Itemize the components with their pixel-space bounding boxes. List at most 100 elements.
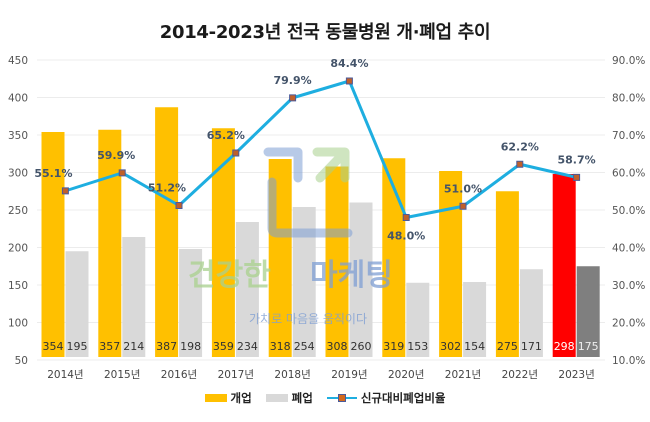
bar-open-label: 387 xyxy=(156,340,177,353)
bar-close xyxy=(519,269,543,357)
x-tick-label: 2023년 xyxy=(558,369,594,381)
bar-close xyxy=(179,249,203,357)
x-tick-label: 2020년 xyxy=(388,369,424,381)
legend: 개업 폐업 신규대비폐업비율 xyxy=(0,390,650,406)
bar-open-label: 354 xyxy=(43,340,64,353)
legend-swatch-close xyxy=(265,394,288,402)
legend-label-ratio: 신규대비폐업비율 xyxy=(360,391,446,405)
bar-close-label: 175 xyxy=(578,340,599,353)
bar-close xyxy=(122,237,146,357)
ratio-point-label: 48.0% xyxy=(387,230,425,243)
bar-close-label: 195 xyxy=(67,340,88,353)
bar-open xyxy=(98,129,122,357)
ratio-marker xyxy=(289,94,297,102)
y-right-tick-label: 70.0% xyxy=(612,130,645,142)
y-left-tick-label: 250 xyxy=(8,205,28,217)
x-tick-label: 2015년 xyxy=(104,369,140,381)
bar-close-label: 153 xyxy=(407,340,428,353)
bar-close-label: 171 xyxy=(521,340,542,353)
watermark-brand-green: 건강한 xyxy=(188,258,271,293)
y-right-tick-label: 90.0% xyxy=(612,55,645,67)
bar-open xyxy=(155,107,179,357)
bar-open xyxy=(495,191,519,357)
bar-open xyxy=(552,174,576,357)
ratio-marker xyxy=(118,169,126,177)
chart-title: 2014-2023년 전국 동물병원 개·폐업 추이 xyxy=(159,22,491,43)
bar-open xyxy=(325,166,349,357)
bar-open-label: 318 xyxy=(270,340,291,353)
bar-open-label: 275 xyxy=(497,340,518,353)
bar-close xyxy=(406,282,430,357)
bar-open-label: 359 xyxy=(213,340,234,353)
ratio-point-label: 51.0% xyxy=(444,182,482,195)
bar-open-label: 308 xyxy=(327,340,348,353)
x-tick-label: 2017년 xyxy=(218,369,254,381)
ratio-line xyxy=(64,79,577,219)
watermark-brand-blue: 마케팅 xyxy=(310,258,393,293)
bar-open xyxy=(211,128,235,357)
bar-open-label: 302 xyxy=(440,340,461,353)
y-right-tick-label: 60.0% xyxy=(612,168,645,180)
legend-swatch-open xyxy=(204,394,227,402)
ratio-point-label: 55.1% xyxy=(34,167,72,180)
bar-open-label: 357 xyxy=(99,340,120,353)
bar-close-label: 234 xyxy=(237,340,258,353)
y-right-tick-label: 10.0% xyxy=(612,355,645,367)
y-right-tick-label: 40.0% xyxy=(612,243,645,255)
watermark-logo-icon xyxy=(263,147,353,238)
watermark-arrow-shape xyxy=(312,147,350,183)
watermark-corner-shape xyxy=(263,147,303,183)
bar-close xyxy=(235,222,259,357)
legend-label-open: 개업 xyxy=(230,391,252,405)
ratio-marker xyxy=(459,202,467,210)
bar-close-label: 198 xyxy=(180,340,201,353)
bar-close xyxy=(463,282,487,357)
y-left-tick-label: 450 xyxy=(8,55,28,67)
bar-close-label: 154 xyxy=(464,340,485,353)
legend-item-ratio: 신규대비폐업비율 xyxy=(326,390,446,406)
ratio-point-label: 65.2% xyxy=(207,129,245,142)
legend-item-close: 폐업 xyxy=(265,390,313,406)
ratio-marker xyxy=(516,160,524,168)
ratio-marker xyxy=(345,77,353,85)
x-tick-label: 2022년 xyxy=(502,369,538,381)
bar-close xyxy=(65,251,89,357)
y-right-tick-label: 50.0% xyxy=(612,205,645,217)
ratio-marker xyxy=(232,149,240,157)
ratio-point-label: 84.4% xyxy=(330,57,368,70)
ratio-marker xyxy=(573,173,581,181)
y-right-tick-label: 20.0% xyxy=(612,318,645,330)
bar-close-label: 214 xyxy=(123,340,144,353)
ratio-point-label: 58.7% xyxy=(558,153,596,166)
y-left-tick-label: 300 xyxy=(8,168,28,180)
y-left-tick-label: 200 xyxy=(8,243,28,255)
bar-close xyxy=(576,266,600,357)
ratio-marker xyxy=(402,214,410,221)
y-left-tick-label: 150 xyxy=(8,280,28,292)
y-left-tick-label: 100 xyxy=(8,318,28,330)
y-right-tick-label: 30.0% xyxy=(612,280,645,292)
x-tick-label: 2014년 xyxy=(47,369,83,381)
legend-item-open: 개업 xyxy=(204,390,252,406)
x-tick-label: 2021년 xyxy=(445,369,481,381)
ratio-point-label: 59.9% xyxy=(97,149,135,162)
legend-swatch-ratio xyxy=(326,393,357,403)
watermark-bracket-shape xyxy=(267,177,353,238)
bar-open xyxy=(439,171,463,357)
legend-label-close: 폐업 xyxy=(291,391,313,405)
ratio-marker xyxy=(61,187,69,195)
bar-close-label: 260 xyxy=(351,340,372,353)
y-left-tick-label: 350 xyxy=(8,130,28,142)
ratio-point-label: 51.2% xyxy=(148,182,186,195)
bar-close xyxy=(349,202,373,357)
x-tick-label: 2016년 xyxy=(161,369,197,381)
ratio-marker xyxy=(175,202,183,209)
ratio-point-label: 62.2% xyxy=(501,140,539,153)
y-left-tick-label: 50 xyxy=(15,355,28,367)
bar-open xyxy=(382,158,406,357)
x-tick-label: 2019년 xyxy=(331,369,367,381)
x-tick-label: 2018년 xyxy=(274,369,310,381)
bar-close-label: 254 xyxy=(294,340,315,353)
bar-close xyxy=(292,207,316,357)
